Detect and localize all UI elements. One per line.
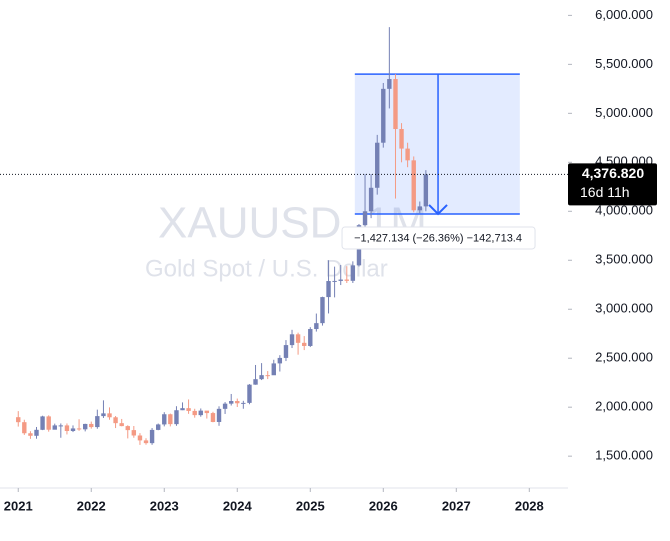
- countdown-label: 16d 11h: [580, 184, 630, 200]
- last-price-box: [568, 163, 657, 206]
- candle-body: [119, 423, 124, 427]
- x-tick-label: 2022: [77, 498, 106, 513]
- y-tick-label: 6,000.000: [595, 7, 653, 22]
- candle-body: [332, 280, 337, 282]
- candle-body: [393, 79, 398, 130]
- candle-body: [344, 279, 349, 281]
- candle-body: [198, 410, 203, 416]
- candle-body: [423, 174, 429, 207]
- candle-body: [289, 334, 295, 346]
- candle-body: [95, 416, 100, 428]
- candle-body: [34, 429, 39, 436]
- measure-label: −1,427.134 (−26.36%) −142,713.4: [354, 232, 522, 244]
- x-tick-label: 2028: [515, 498, 544, 513]
- candle-body: [16, 417, 21, 423]
- x-tick-label: 2026: [369, 498, 398, 513]
- last-price-label: 4,376.820: [582, 165, 644, 181]
- candle-body: [229, 401, 234, 404]
- candle-body: [137, 435, 143, 441]
- y-tick-label: 2,500.000: [595, 350, 653, 365]
- candle-body: [28, 433, 33, 436]
- candle-body: [156, 424, 161, 430]
- candle-body: [168, 414, 173, 425]
- candle-body: [113, 417, 118, 424]
- candle-body: [320, 297, 325, 324]
- candle-body: [326, 281, 331, 298]
- candle-body: [76, 428, 82, 430]
- x-tick-label: 2021: [4, 498, 33, 513]
- candle-body: [52, 425, 57, 430]
- candle-body: [253, 379, 258, 385]
- candle-body: [107, 413, 112, 418]
- candle-body: [58, 425, 64, 427]
- y-tick-label: 3,000.000: [595, 301, 653, 316]
- watermark-description: Gold Spot / U.S. Dollar: [145, 255, 388, 282]
- candle-body: [192, 410, 197, 416]
- candle-body: [210, 413, 216, 422]
- x-tick-label: 2024: [223, 498, 253, 513]
- candle-body: [247, 384, 252, 403]
- candle-body: [131, 430, 137, 436]
- candle-body: [235, 401, 240, 404]
- candle-body: [149, 429, 155, 444]
- candle-body: [302, 342, 307, 346]
- candle-body: [265, 375, 270, 377]
- candle-body: [387, 79, 392, 89]
- y-tick-label: 1,500.000: [595, 448, 653, 463]
- candle-body: [46, 416, 51, 430]
- candle-body: [64, 425, 70, 431]
- candle-body: [399, 129, 404, 149]
- candle-body: [174, 410, 179, 425]
- candle-body: [417, 206, 422, 211]
- candle-body: [143, 440, 149, 444]
- candle-body: [283, 345, 289, 358]
- candle-body: [271, 363, 276, 376]
- candle-body: [222, 403, 228, 409]
- candle-body: [89, 423, 94, 428]
- candle-body: [277, 357, 283, 364]
- candle-body: [295, 334, 301, 343]
- measure-arrowhead: [428, 204, 448, 216]
- y-tick-label: 5,000.000: [595, 105, 653, 120]
- candle-body: [40, 416, 45, 430]
- candle-body: [314, 323, 319, 330]
- candle-body: [180, 408, 185, 411]
- candle-body: [350, 265, 356, 281]
- candle-body: [162, 414, 167, 425]
- candle-body: [411, 160, 416, 211]
- candle-body: [368, 187, 374, 212]
- candle-body: [338, 279, 343, 281]
- y-tick-label: 4,000.000: [595, 203, 653, 218]
- candle-body: [241, 402, 246, 404]
- candle-body: [259, 375, 264, 380]
- x-tick-label: 2027: [442, 498, 471, 513]
- candle-body: [186, 408, 191, 411]
- candle-body: [125, 426, 130, 431]
- candle-body: [204, 410, 210, 414]
- candle-body: [375, 142, 380, 188]
- x-tick-label: 2025: [296, 498, 325, 513]
- measure-label-box: [341, 226, 536, 250]
- candle-body: [381, 88, 386, 143]
- y-tick-label: 3,500.000: [595, 252, 653, 267]
- candle-body: [362, 211, 368, 226]
- candle-body: [22, 422, 27, 434]
- candle-body: [83, 423, 88, 430]
- candle-body: [216, 408, 222, 422]
- y-tick-label: 2,000.000: [595, 399, 653, 414]
- candle-body: [101, 413, 106, 417]
- candle-body: [405, 148, 410, 161]
- candle-body: [70, 428, 76, 431]
- candle-body: [308, 329, 313, 346]
- y-tick-label: 5,500.000: [595, 56, 653, 71]
- x-tick-label: 2023: [150, 498, 179, 513]
